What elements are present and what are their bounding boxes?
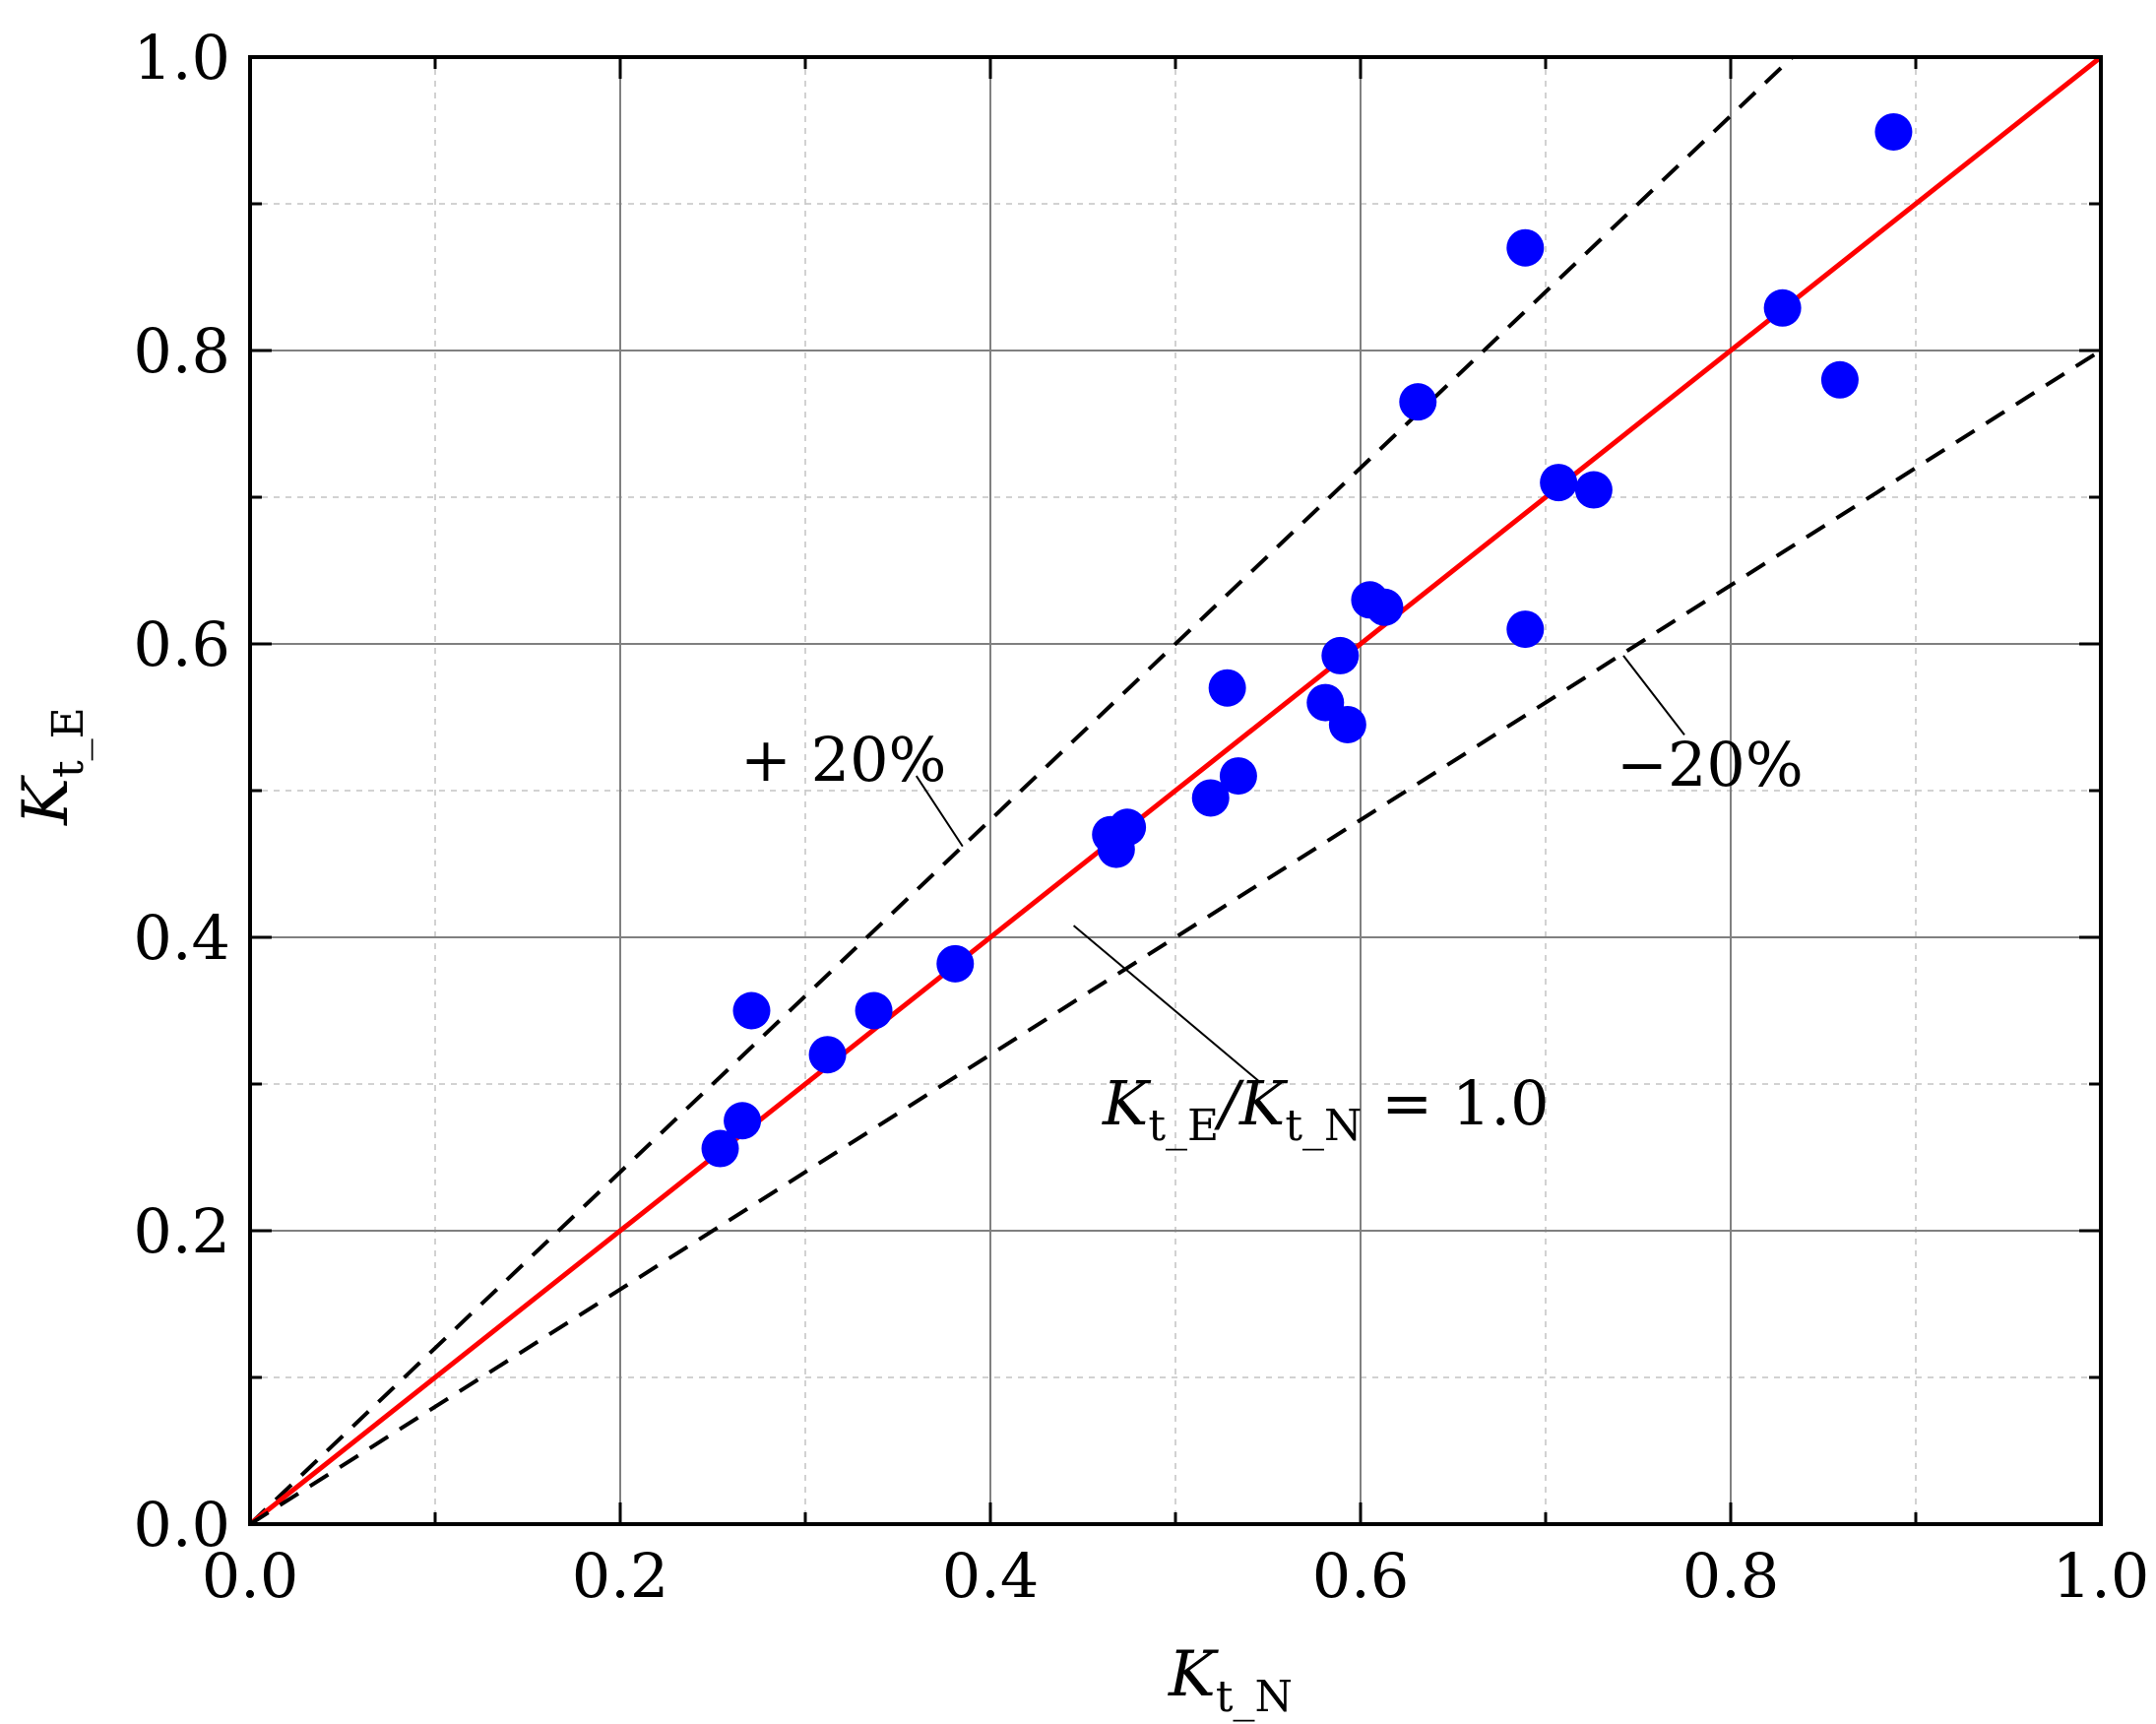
x-tick-label: 0.2 — [572, 1540, 669, 1612]
x-tick-labels: 0.0 0.2 0.4 0.6 0.8 1.0 — [202, 1540, 2150, 1612]
y-tick-label: 0.2 — [133, 1195, 230, 1267]
data-point — [1399, 383, 1437, 421]
y-tick-label: 0.4 — [133, 902, 230, 974]
minus-20-callout — [1622, 655, 1685, 735]
ratio-callout — [1072, 925, 1260, 1082]
data-point — [1820, 360, 1859, 399]
ratio-k2: /K — [1214, 1067, 1289, 1139]
data-point — [701, 1129, 739, 1168]
data-point — [1208, 669, 1246, 707]
data-point — [1191, 779, 1230, 817]
data-point — [1540, 464, 1578, 502]
data-point — [1328, 705, 1366, 743]
x-tick-label: 1.0 — [2053, 1540, 2150, 1612]
reference-line — [248, 55, 1795, 1526]
y-tick-label: 0.6 — [133, 608, 230, 680]
y-axis-title-main: K — [10, 775, 83, 826]
data-point — [724, 1102, 762, 1140]
y-axis-title-sub: t_E — [43, 707, 94, 778]
data-point — [1574, 471, 1613, 509]
major-grid — [250, 57, 2101, 1524]
minor-grid — [250, 57, 2101, 1524]
y-tick-label: 0.8 — [133, 315, 230, 387]
x-tick-label: 0.0 — [202, 1540, 299, 1612]
plus-20-callout — [915, 775, 964, 848]
minus-20-label: −20% — [1617, 729, 1804, 800]
y-tick-labels: 0.0 0.2 0.4 0.6 0.8 1.0 — [133, 22, 230, 1561]
data-point — [1219, 757, 1257, 796]
data-point — [1506, 610, 1545, 649]
x-axis-title: Kt_N — [1168, 1638, 1293, 1722]
data-point — [732, 991, 771, 1030]
reference-line — [248, 349, 2103, 1526]
ratio-label: Kt_E/Kt_N = 1.0 — [1102, 1067, 1550, 1151]
x-tick-label: 0.6 — [1312, 1540, 1410, 1612]
data-point — [936, 944, 975, 983]
x-tick-label: 0.4 — [942, 1540, 1040, 1612]
data-point — [1506, 228, 1545, 267]
data-point — [808, 1036, 847, 1074]
data-point — [1365, 588, 1404, 626]
y-axis-title: Kt_E — [10, 707, 94, 826]
data-point — [1321, 636, 1360, 674]
ratio-k1: K — [1102, 1067, 1152, 1139]
x-axis-title-sub: t_N — [1216, 1672, 1293, 1722]
plus-20-label: + 20% — [740, 724, 946, 796]
data-point — [1763, 288, 1802, 327]
axis-ticks — [248, 55, 2103, 1526]
annotation-callouts — [915, 655, 1685, 1082]
data-point — [855, 991, 893, 1030]
data-point — [1874, 112, 1913, 151]
y-tick-label: 0.0 — [133, 1489, 230, 1561]
x-axis-title-main: K — [1168, 1638, 1219, 1711]
x-tick-label: 0.8 — [1682, 1540, 1780, 1612]
data-point — [1109, 808, 1147, 847]
ratio-sub1: t_E — [1148, 1101, 1219, 1151]
y-tick-label: 1.0 — [133, 22, 230, 94]
ratio-tail: = 1.0 — [1363, 1067, 1550, 1139]
data-points — [701, 112, 1913, 1168]
ratio-sub2: t_N — [1285, 1101, 1362, 1151]
